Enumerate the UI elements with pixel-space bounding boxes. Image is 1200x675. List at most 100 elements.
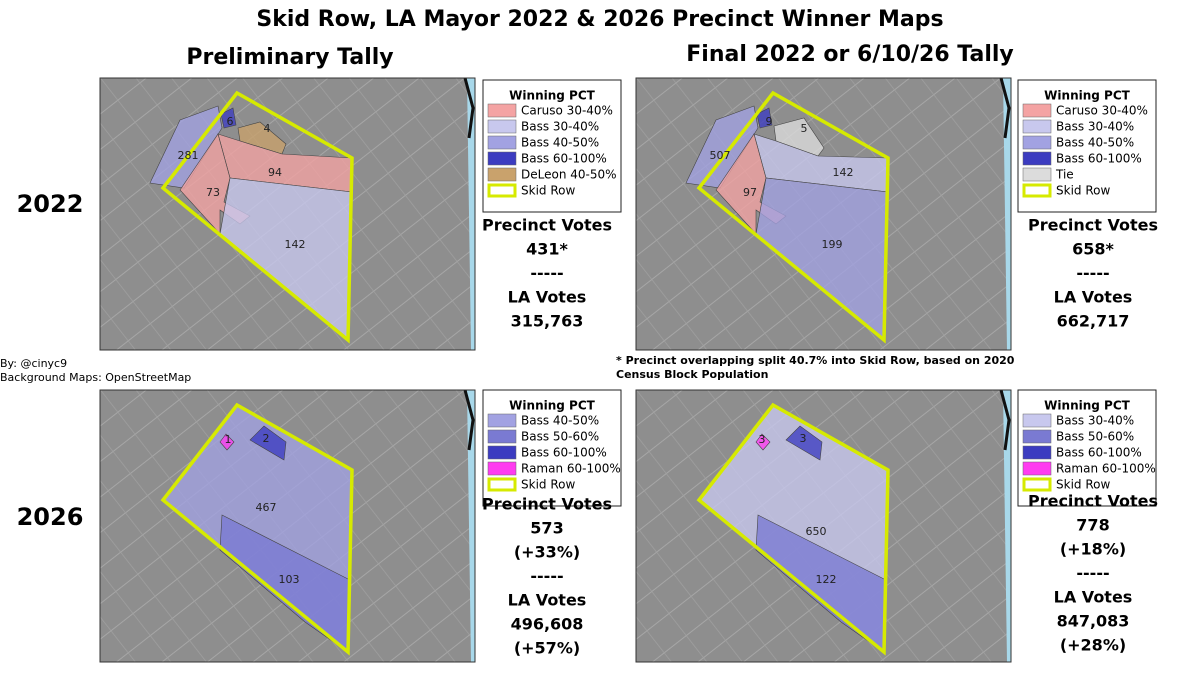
stat-line: 662,717: [1057, 312, 1130, 331]
legend-swatch: [487, 151, 517, 166]
legend-swatch: [1022, 135, 1052, 150]
map-frame: [635, 77, 1012, 351]
stat-line: 658*: [1072, 240, 1114, 259]
legend-label: Bass 60-100%: [1056, 152, 1142, 166]
freeway: [999, 389, 1011, 451]
legend-swatch: [1022, 103, 1052, 118]
legend-swatch: [487, 429, 517, 444]
legend-swatch: [1022, 429, 1052, 444]
precinct-label: 281: [178, 149, 199, 162]
skid-row-outline: [696, 90, 890, 344]
freeway: [463, 77, 475, 139]
precinct-label: 103: [279, 573, 300, 586]
legend-label: Bass 50-60%: [521, 430, 599, 444]
row-label: 2026: [17, 503, 84, 531]
precinct: [219, 514, 351, 653]
legend-swatch: [487, 413, 517, 428]
legend-label: Bass 40-50%: [1056, 136, 1134, 150]
river: [467, 390, 475, 662]
river: [1003, 78, 1011, 350]
legend-label: Bass 60-100%: [521, 152, 607, 166]
map-frame: [99, 77, 476, 351]
precinct-label: 199: [822, 238, 843, 251]
legend-label: Bass 40-50%: [521, 136, 599, 150]
precinct-label: 97: [743, 186, 757, 199]
precinct-label: 9: [766, 115, 773, 128]
legend-label: Bass 60-100%: [521, 446, 607, 460]
precinct-label: 1: [225, 433, 232, 446]
legend-label: Raman 60-100%: [521, 462, 621, 476]
legend-label: Bass 30-40%: [1056, 414, 1134, 428]
credit: By: @cinyc9: [0, 357, 67, 370]
stat-line: LA Votes: [1054, 588, 1133, 607]
map: 467 103 1 2: [99, 389, 476, 663]
legend-swatch: [487, 477, 517, 492]
stat-line: -----: [530, 264, 563, 283]
legend-label: Raman 60-100%: [1056, 462, 1156, 476]
precinct: [237, 121, 287, 155]
precinct-label: 2: [263, 432, 270, 445]
precinct-label: 6: [227, 115, 234, 128]
precinct-label: 5: [801, 122, 808, 135]
map: 507 9 5 142 97 199: [635, 77, 1012, 351]
stat-line: 847,083: [1057, 612, 1130, 631]
skid-row-outline: [160, 402, 354, 656]
legend-swatch: [1022, 477, 1052, 492]
footnote-box: * Precinct overlapping split 40.7% into …: [616, 354, 1015, 381]
precinct-label: 467: [256, 501, 277, 514]
precinct-label: 142: [285, 238, 306, 251]
precinct-label: 3: [800, 432, 807, 445]
river: [1003, 390, 1011, 662]
legend-label: Skid Row: [521, 184, 575, 198]
legend-swatch: [487, 183, 517, 198]
stat-line: Precinct Votes: [1028, 216, 1158, 235]
legend-label: Caruso 30-40%: [1056, 104, 1148, 118]
legend-label: Bass 40-50%: [521, 414, 599, 428]
legend-label: Skid Row: [521, 478, 575, 492]
river: [467, 78, 475, 350]
stat-line: LA Votes: [508, 288, 587, 307]
legend-swatch: [1022, 119, 1052, 134]
precinct-label: 3: [759, 433, 766, 446]
stat-line: LA Votes: [1054, 288, 1133, 307]
legend-swatch: [1022, 167, 1052, 182]
legend-swatch: [487, 119, 517, 134]
precinct: [773, 117, 825, 157]
map-frame: [99, 389, 476, 663]
stat-line: (+28%): [1060, 636, 1126, 655]
stat-line: 573: [530, 519, 563, 538]
stat-line: 778: [1076, 516, 1109, 535]
stat-line: (+33%): [514, 543, 580, 562]
legend-swatch: [487, 461, 517, 476]
legend-swatch: [1022, 445, 1052, 460]
skid-row-outline: [160, 90, 354, 344]
precinct: [219, 433, 235, 451]
legend-swatch: [487, 103, 517, 118]
legend-swatch: [1022, 183, 1052, 198]
stat-line: (+57%): [514, 639, 580, 658]
precinct-label: 94: [268, 166, 282, 179]
precinct: [220, 107, 237, 129]
legend-label: Bass 30-40%: [1056, 120, 1134, 134]
stat-line: -----: [530, 567, 563, 586]
legend-swatch: [1022, 151, 1052, 166]
legend-title: Winning PCT: [1044, 89, 1130, 103]
legend-label: Bass 60-100%: [1056, 446, 1142, 460]
legend-label: Bass 50-60%: [1056, 430, 1134, 444]
freeway: [463, 389, 475, 451]
stat-line: (+18%): [1060, 540, 1126, 559]
stat-line: 431*: [526, 240, 568, 259]
precinct: [785, 425, 823, 461]
legend-label: DeLeon 40-50%: [521, 168, 617, 182]
stat-line: 315,763: [511, 312, 584, 331]
footnote: * Precinct overlapping split 40.7% into …: [616, 354, 1015, 381]
precinct: [755, 514, 887, 653]
